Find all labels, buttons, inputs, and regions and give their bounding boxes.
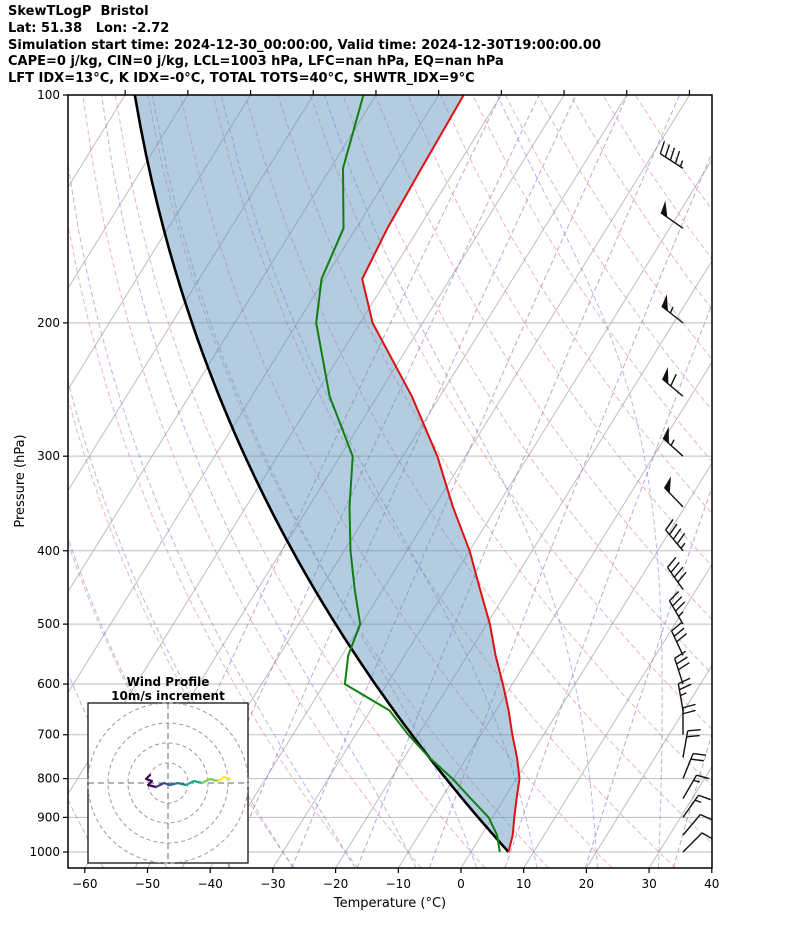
svg-text:20: 20	[579, 877, 594, 891]
svg-text:800: 800	[37, 772, 60, 786]
cape-indices-line: CAPE=0 j/kg, CIN=0 j/kg, LCL=1003 hPa, L…	[8, 54, 504, 70]
hodograph-subtitle: 10m/s increment	[111, 689, 225, 703]
temperature-curve	[361, 95, 521, 853]
plot-frame	[67, 94, 713, 869]
hodograph-title: Wind Profile	[127, 675, 210, 689]
parcel-path	[133, 95, 510, 853]
wind-barbs	[659, 95, 712, 853]
chart-title: SkewTLogP Bristol	[8, 4, 149, 19]
svg-text:30: 30	[641, 877, 656, 891]
time-line: Simulation start time: 2024-12-30_00:00:…	[8, 37, 601, 53]
svg-text:−60: −60	[72, 877, 97, 891]
axis-ticks-labels: −60 −50 −40 −30 −20 −10 0 10 20 30 40 100 200 300 400 5…	[29, 88, 719, 891]
svg-text:700: 700	[37, 728, 60, 742]
stability-indices-line: LFT IDX=13°C, K IDX=-0°C, TOTAL TOTS=40°…	[8, 71, 475, 87]
dry-adiabats	[68, 95, 712, 868]
svg-text:40: 40	[704, 877, 719, 891]
svg-text:−30: −30	[260, 877, 285, 891]
svg-text:1000: 1000	[29, 845, 60, 859]
svg-text:−10: −10	[386, 877, 411, 891]
y-axis-label: Pressure (hPa)	[13, 434, 28, 527]
x-axis-label: Temperature (°C)	[333, 896, 446, 911]
location-line: Lat: 51.38 Lon: -2.72	[8, 20, 170, 36]
svg-text:−50: −50	[135, 877, 160, 891]
svg-text:100: 100	[37, 88, 60, 102]
svg-text:10: 10	[516, 877, 531, 891]
svg-text:−20: −20	[323, 877, 348, 891]
svg-text:500: 500	[37, 617, 60, 631]
cin-shading	[134, 95, 520, 852]
svg-text:400: 400	[37, 544, 60, 558]
header-block: SkewTLogP Bristol Lat: 51.38 Lon: -2.72 …	[8, 4, 601, 88]
svg-text:600: 600	[37, 677, 60, 691]
svg-text:0: 0	[457, 877, 465, 891]
dewpoint-curve	[315, 95, 501, 853]
svg-text:−40: −40	[198, 877, 223, 891]
svg-text:900: 900	[37, 810, 60, 824]
svg-text:300: 300	[37, 449, 60, 463]
svg-text:200: 200	[37, 316, 60, 330]
hodograph-inset	[87, 702, 249, 864]
